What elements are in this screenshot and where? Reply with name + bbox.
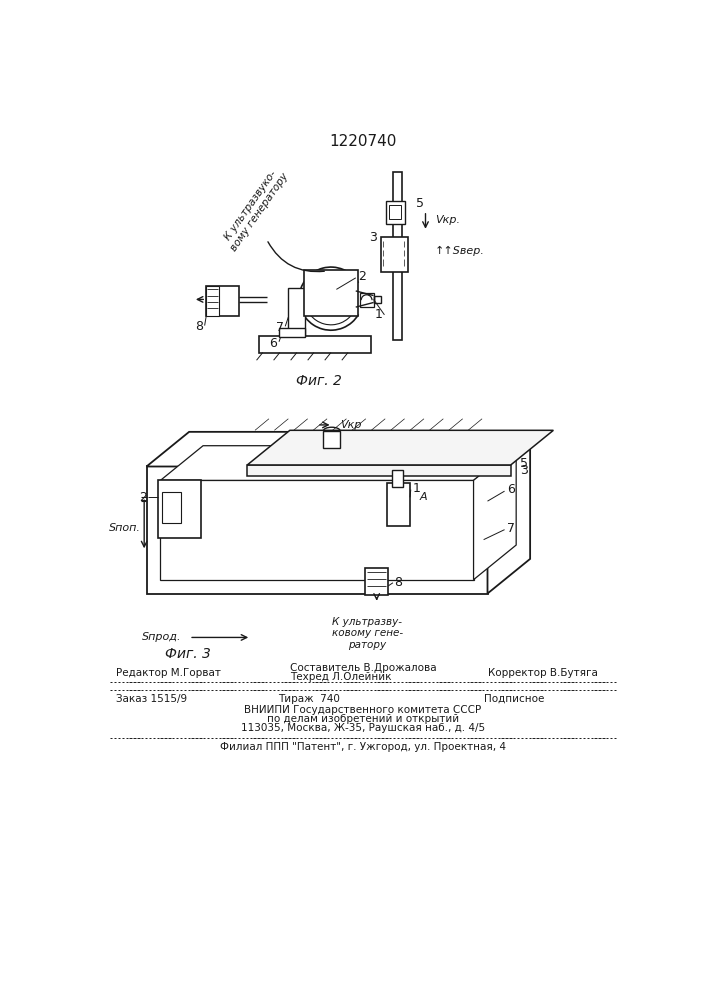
Text: 3: 3 — [520, 464, 528, 477]
Bar — [373, 296, 381, 303]
Polygon shape — [160, 446, 516, 480]
Bar — [360, 293, 373, 307]
Text: Sпоп.: Sпоп. — [109, 523, 141, 533]
Bar — [146, 466, 488, 594]
Bar — [160, 480, 474, 580]
Bar — [206, 286, 239, 316]
Bar — [259, 336, 371, 353]
Bar — [387, 483, 410, 526]
Text: Подписное: Подписное — [484, 694, 544, 704]
Bar — [288, 288, 305, 336]
Text: 3: 3 — [370, 231, 378, 244]
Text: A: A — [420, 492, 428, 502]
Text: 2: 2 — [139, 491, 146, 504]
Text: К ультразву-
ковому гене-
ратору: К ультразву- ковому гене- ратору — [332, 617, 403, 650]
Bar — [389, 205, 401, 219]
Bar — [279, 328, 305, 337]
Bar — [386, 201, 405, 224]
Text: 6: 6 — [507, 483, 515, 496]
Text: Sпрод.: Sпрод. — [142, 632, 182, 642]
Text: ВНИИПИ Государственного комитета СССР: ВНИИПИ Государственного комитета СССР — [244, 705, 481, 715]
Text: 7: 7 — [276, 321, 284, 334]
Text: Составитель В.Дрожалова: Составитель В.Дрожалова — [290, 663, 436, 673]
Text: Vкр: Vкр — [340, 420, 362, 430]
Text: Vкр.: Vкр. — [435, 215, 460, 225]
Text: Техред Л.Олейник: Техред Л.Олейник — [290, 672, 392, 682]
Text: 8: 8 — [195, 320, 203, 333]
Text: 6: 6 — [269, 337, 277, 350]
Polygon shape — [146, 432, 530, 466]
Bar — [247, 465, 510, 476]
Text: 1220740: 1220740 — [329, 134, 397, 149]
Text: 7: 7 — [507, 522, 515, 535]
Text: Редактор М.Горват: Редактор М.Горват — [115, 668, 221, 678]
Text: 1: 1 — [375, 308, 383, 321]
Text: Фиг. 3: Фиг. 3 — [165, 647, 211, 661]
Bar — [392, 470, 403, 487]
Text: 1: 1 — [412, 482, 420, 495]
Text: Фиг. 2: Фиг. 2 — [296, 374, 341, 388]
Text: 5: 5 — [416, 197, 424, 210]
Bar — [393, 172, 402, 340]
Text: по делам изобретений и открытий: по делам изобретений и открытий — [267, 714, 459, 724]
Text: 2: 2 — [358, 270, 366, 283]
Bar — [365, 568, 388, 595]
Text: 5: 5 — [520, 457, 528, 470]
Text: ↑↑Sвер.: ↑↑Sвер. — [435, 246, 485, 256]
Bar — [158, 480, 201, 538]
Text: Филиал ППП "Патент", г. Ужгород, ул. Проектная, 4: Филиал ППП "Патент", г. Ужгород, ул. Про… — [220, 742, 506, 752]
Text: К ультразвуко-
вому генератору: К ультразвуко- вому генератору — [219, 164, 291, 253]
Bar — [380, 237, 409, 272]
Text: 113035, Москва, Ж-35, Раушская наб., д. 4/5: 113035, Москва, Ж-35, Раушская наб., д. … — [240, 723, 485, 733]
Bar — [304, 270, 358, 316]
Text: Тираж  740: Тираж 740 — [279, 694, 340, 704]
Bar — [323, 431, 340, 448]
Text: Заказ 1515/9: Заказ 1515/9 — [115, 694, 187, 704]
Text: Корректор В.Бутяга: Корректор В.Бутяга — [488, 668, 597, 678]
Text: 8: 8 — [395, 576, 402, 588]
Bar — [206, 286, 218, 316]
Polygon shape — [474, 446, 516, 580]
Polygon shape — [488, 432, 530, 594]
Polygon shape — [247, 430, 554, 465]
Bar — [162, 492, 182, 523]
